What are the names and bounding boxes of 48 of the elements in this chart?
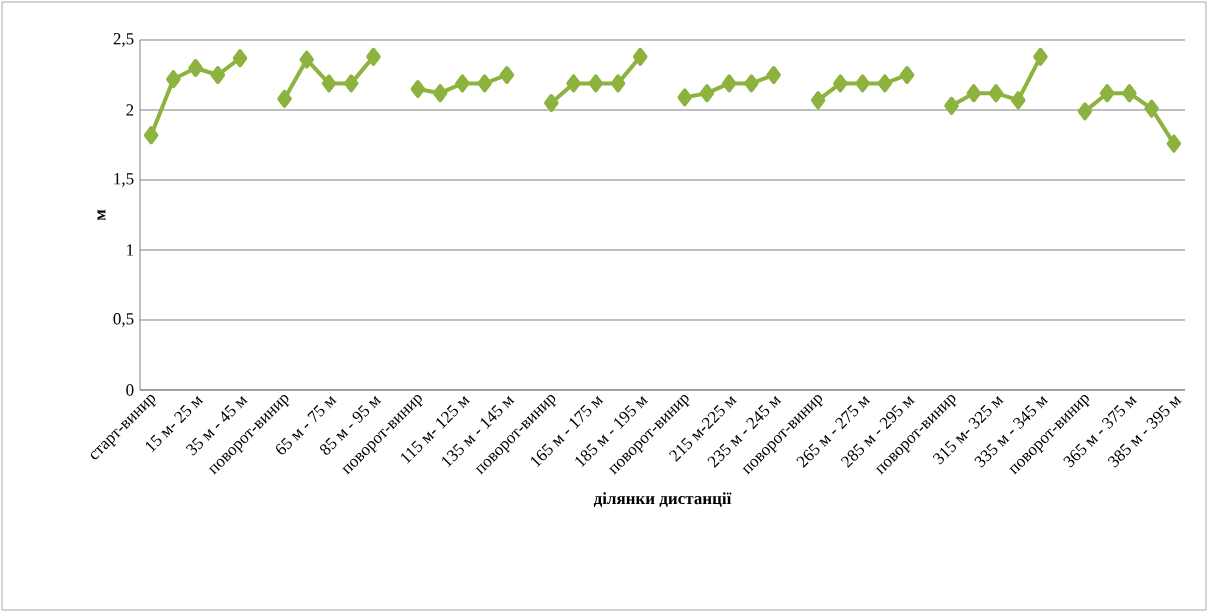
point [699, 84, 715, 103]
point [766, 65, 781, 84]
point [610, 74, 626, 93]
point [633, 47, 648, 66]
point [166, 70, 181, 89]
point [477, 74, 492, 93]
y-tick-label: 2,5 [113, 33, 134, 47]
point [744, 74, 759, 93]
point [366, 47, 381, 66]
point [1122, 84, 1137, 103]
point [810, 91, 826, 110]
point [944, 96, 959, 115]
point [343, 74, 359, 93]
point [499, 65, 515, 84]
y-tick-label: 1,5 [114, 173, 134, 187]
y-axis-title: м [97, 209, 106, 221]
point [432, 84, 448, 103]
point [1077, 102, 1093, 121]
point [966, 84, 982, 103]
x-axis-title: ділянки дистанції [593, 492, 732, 507]
point [1010, 91, 1026, 110]
point [455, 74, 470, 93]
point [877, 74, 893, 93]
point [277, 89, 292, 108]
point [143, 126, 159, 145]
point [855, 74, 870, 93]
point [1033, 47, 1048, 66]
y-tick-label: 0 [126, 384, 134, 396]
point [1166, 134, 1182, 153]
point [566, 74, 581, 93]
point [299, 50, 315, 69]
y-tick-label: 1 [127, 244, 134, 256]
point [833, 74, 848, 93]
point [988, 84, 1004, 103]
point [721, 74, 737, 93]
point [588, 74, 604, 93]
point [544, 93, 559, 112]
point [899, 65, 915, 84]
point [188, 58, 203, 77]
point [1144, 99, 1159, 118]
y-tick-label: 0,5 [113, 313, 134, 327]
point [232, 49, 248, 68]
y-tick-label: 2 [126, 104, 134, 116]
point [410, 79, 426, 98]
point [321, 74, 337, 93]
point [210, 65, 226, 84]
point [677, 88, 692, 107]
point [1099, 84, 1115, 103]
